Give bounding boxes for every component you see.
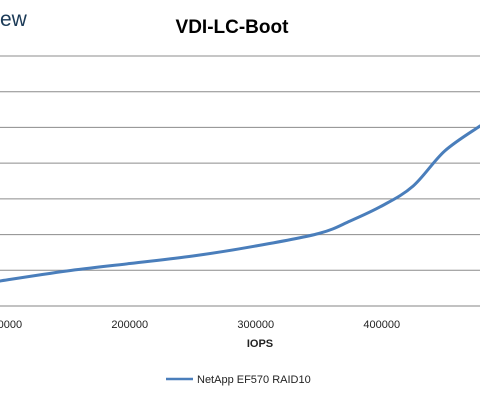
brand-logo-fragment: ew [0,8,28,31]
legend-label: NetApp EF570 RAID10 [197,374,311,386]
x-tick-label: 400000 [363,319,400,331]
chart-title: VDI-LC-Boot [176,17,290,38]
legend: NetApp EF570 RAID10 [166,374,311,386]
x-tick-labels: 100000 200000 300000 400000 [0,319,400,331]
x-axis-title: IOPS [247,338,273,350]
series-group [0,124,480,283]
series-line [0,124,480,283]
x-tick-label: 300000 [237,319,274,331]
x-tick-label: 100000 [0,319,22,331]
x-tick-label: 200000 [111,319,148,331]
gridlines [0,55,480,271]
